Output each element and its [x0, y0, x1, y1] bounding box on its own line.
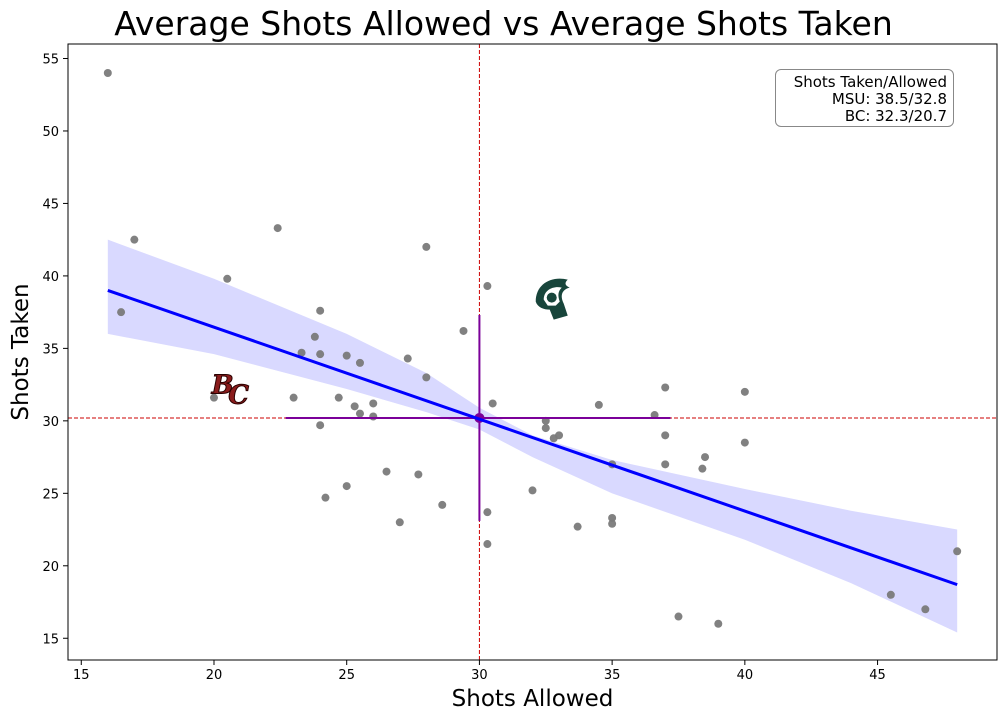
data-point: [130, 235, 139, 244]
data-point: [223, 274, 232, 283]
y-tick-label: 25: [42, 487, 59, 502]
team-logos: B C: [210, 278, 570, 411]
summary-msu: MSU: 38.5/32.8: [831, 90, 947, 108]
data-point: [289, 393, 298, 402]
data-point: [714, 619, 723, 628]
x-tick-label: 30: [471, 668, 488, 683]
data-point: [297, 348, 306, 357]
x-tick-label: 40: [737, 668, 754, 683]
plot-frame: [67, 43, 998, 661]
data-point: [740, 387, 749, 396]
y-tick-label: 45: [42, 197, 59, 212]
data-point: [740, 438, 749, 447]
data-point: [403, 354, 412, 363]
chart-title: Average Shots Allowed vs Average Shots T…: [114, 4, 893, 43]
data-point: [422, 373, 431, 382]
data-point: [342, 351, 351, 360]
x-tick-label: 25: [338, 668, 355, 683]
y-tick-label: 40: [42, 270, 59, 285]
regression-line: [107, 288, 958, 587]
data-point: [395, 518, 404, 527]
data-point: [674, 612, 683, 621]
svg-text:B: B: [211, 371, 234, 401]
data-point: [594, 400, 603, 409]
svg-text:C: C: [228, 381, 249, 411]
data-point: [316, 421, 325, 430]
x-tick-label: 15: [73, 668, 90, 683]
data-point: [698, 464, 707, 473]
data-point: [355, 358, 364, 367]
data-point: [355, 409, 364, 418]
y-tick-label: 15: [42, 632, 59, 647]
data-point: [459, 326, 468, 335]
data-point: [528, 486, 537, 495]
data-point: [573, 522, 582, 531]
data-point: [334, 393, 343, 402]
data-point: [661, 431, 670, 440]
x-tick-label: 35: [604, 668, 621, 683]
data-point: [661, 460, 670, 469]
data-point: [483, 540, 492, 549]
data-point: [921, 605, 930, 614]
data-point: [483, 282, 492, 291]
x-axis-label: Shots Allowed: [451, 686, 614, 712]
axes: 15 20 25 30 35 40 45 15 20 25 30 35 40 45 50 55: [42, 43, 998, 683]
summary-heading: Shots Taken/Allowed: [793, 73, 947, 91]
data-point: [701, 453, 710, 462]
data-point: [316, 350, 325, 359]
data-point: [321, 493, 330, 502]
data-point: [608, 519, 617, 528]
y-tick-label: 55: [42, 52, 59, 67]
shots-summary-box: Shots Taken/Allowed MSU: 38.5/32.8 BC: 3…: [775, 69, 954, 127]
y-axis-label: Shots Taken: [8, 283, 34, 421]
data-point: [117, 308, 126, 317]
x-tick-label: 20: [206, 668, 223, 683]
summary-bc: BC: 32.3/20.7: [844, 107, 947, 125]
x-tick-label: 45: [869, 668, 886, 683]
data-point: [483, 508, 492, 517]
spartan-helmet-icon: [535, 278, 570, 320]
data-point: [103, 68, 112, 77]
data-point: [310, 332, 319, 341]
data-point: [342, 482, 351, 491]
data-point: [350, 402, 359, 411]
data-point: [414, 470, 423, 479]
data-point: [541, 424, 550, 433]
data-point: [886, 590, 895, 599]
data-point: [661, 383, 670, 392]
data-point: [608, 513, 617, 522]
data-point: [953, 547, 962, 556]
y-tick-label: 20: [42, 560, 59, 575]
data-point: [488, 399, 497, 408]
data-point: [555, 431, 564, 440]
data-point: [438, 500, 447, 509]
data-point: [273, 224, 282, 233]
y-tick-label: 50: [42, 125, 59, 140]
data-point: [422, 242, 431, 251]
data-point: [382, 467, 391, 476]
y-tick-label: 30: [42, 415, 59, 430]
bc-logo-icon: B C: [210, 370, 250, 411]
data-point: [369, 412, 378, 421]
regression-fit-line: [107, 288, 958, 587]
data-point: [209, 393, 218, 402]
data-point: [369, 399, 378, 408]
y-tick-label: 35: [42, 342, 59, 357]
data-point: [316, 306, 325, 315]
